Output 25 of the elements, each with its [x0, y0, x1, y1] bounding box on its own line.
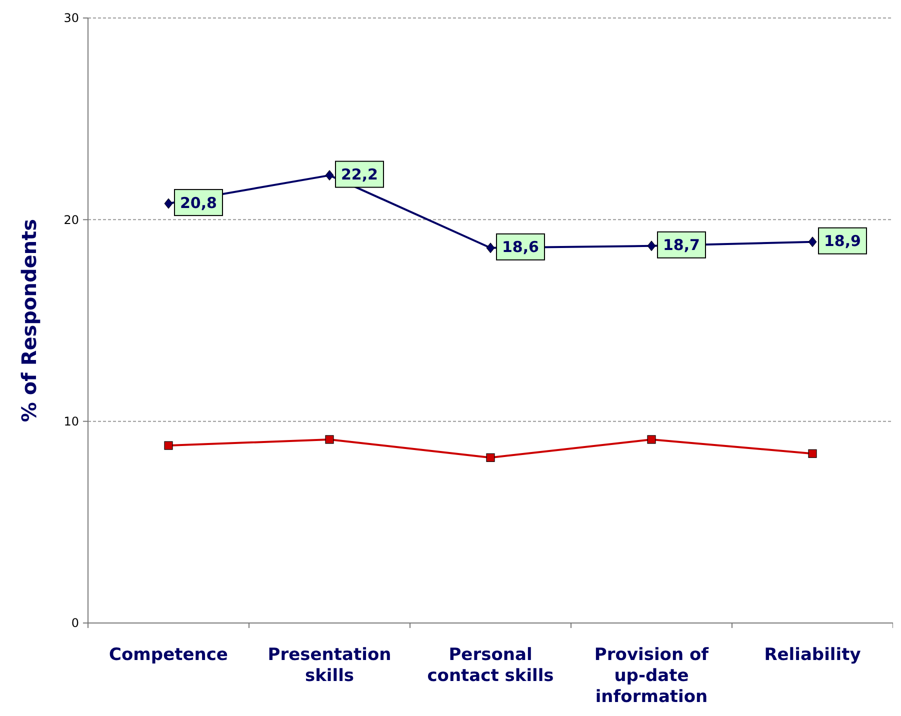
x-tick-label: Presentation skills: [268, 645, 392, 686]
y-tick-label: 0: [71, 616, 79, 630]
y-tick-label: 30: [64, 11, 79, 26]
data-label: 18,6: [502, 238, 540, 256]
data-label: 20,8: [180, 194, 218, 212]
x-tick-label: Reliability: [764, 645, 861, 665]
point: [486, 453, 495, 462]
point: [808, 449, 817, 458]
data-label: 18,7: [662, 236, 700, 254]
point: [164, 441, 173, 450]
point: [808, 236, 817, 248]
point: [164, 198, 173, 209]
point: [486, 242, 495, 254]
data-label: 22,2: [340, 166, 378, 184]
point: [647, 240, 656, 252]
y-tick-label: 10: [64, 414, 79, 429]
y-axis-title: % of Respondents: [17, 218, 41, 422]
x-tick-label: Provision of up-date information: [594, 645, 710, 707]
y-tick-label: 20: [64, 212, 79, 227]
point: [325, 435, 334, 444]
x-tick-label: Competence: [109, 645, 228, 665]
point: [647, 435, 656, 444]
data-label: 18,9: [824, 232, 862, 250]
x-tick-label: Personal contact skills: [427, 645, 554, 686]
point: [325, 170, 334, 181]
